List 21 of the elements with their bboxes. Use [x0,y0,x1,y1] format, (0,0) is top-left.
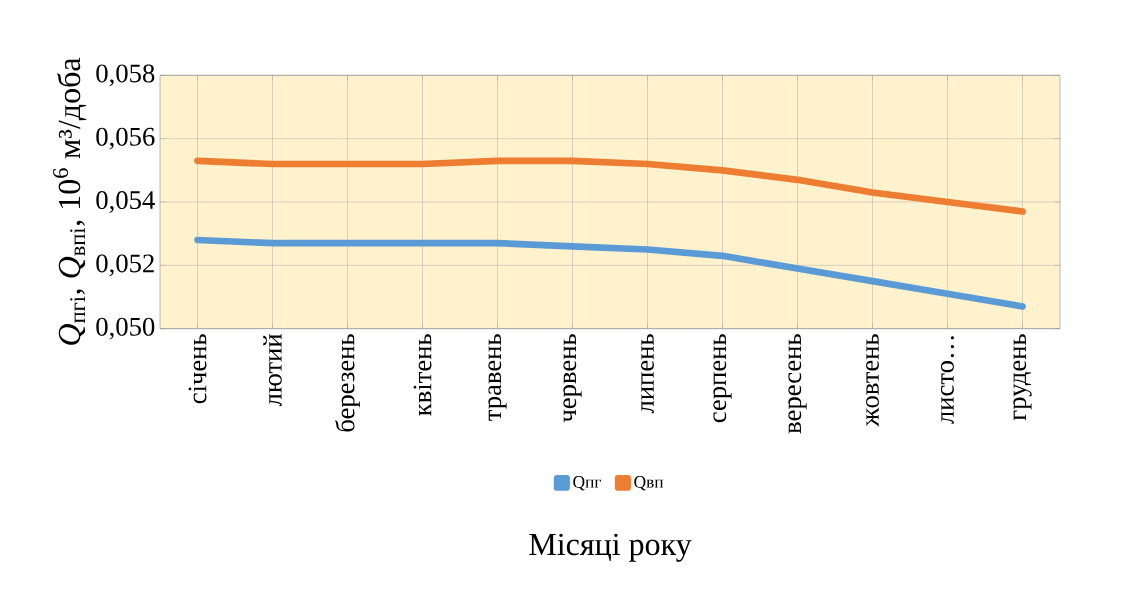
y-tick-label: 0,056 [96,127,155,150]
y-axis-title: Q$_{пгі}$, Q$_{впі}$, 10$^{6}$ м³/доба [53,57,87,345]
x-tick-label: грудень [1013,334,1032,421]
legend-label: Qпг [573,476,602,491]
y-tick-label: 0,050 [96,317,155,340]
x-tick-label: квітень [413,334,432,416]
y-tick-label: 0,054 [96,191,155,213]
x-tick-label: липень [641,334,654,414]
x-tick-label: вересень [788,334,807,434]
x-tick-label: листо… [941,336,954,424]
y-tick-label: 0,052 [96,254,154,277]
x-tick-label: січень [188,334,207,404]
x-tick-label: жовтень [866,334,879,427]
y-tick-label: 0,058 [96,64,155,87]
x-tick-label: лютий [263,334,282,407]
x-tick-label: червень [563,334,582,423]
x-axis-title: Місяці року [529,533,692,562]
legend-label: Qвп [634,476,664,491]
x-tick-label: травень [488,334,507,421]
x-tick-label: серпень [713,334,732,423]
x-tick-label: березень [335,334,360,432]
